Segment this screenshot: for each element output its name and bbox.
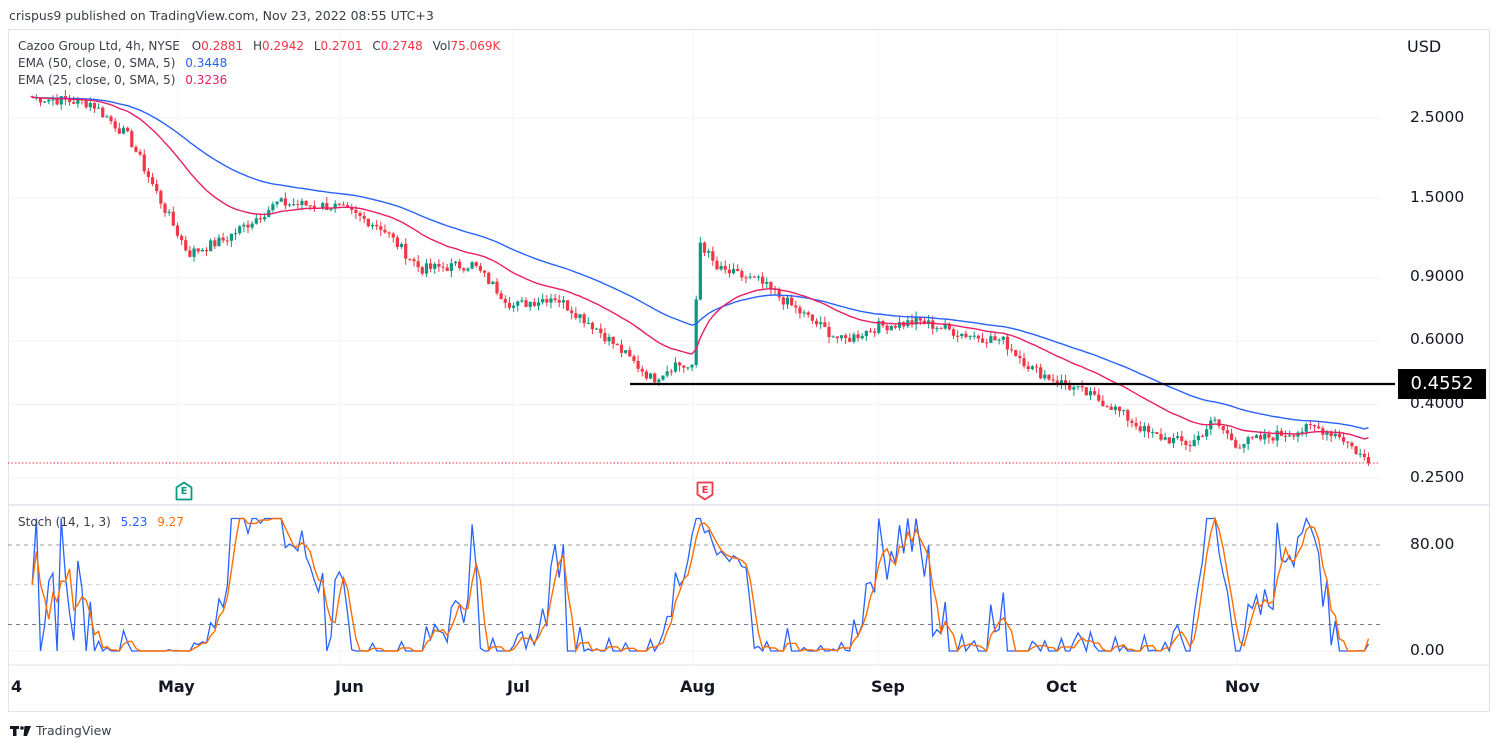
time-label: Jul bbox=[507, 677, 530, 696]
stoch-d-value: 9.27 bbox=[157, 515, 184, 529]
grid-lines bbox=[8, 30, 1380, 665]
ema25-value: 0.3236 bbox=[185, 73, 228, 87]
tradingview-logo-icon bbox=[10, 725, 31, 736]
stoch-bands bbox=[8, 544, 1380, 652]
high-value: 0.2942 bbox=[262, 39, 305, 53]
earnings-marker-icon[interactable]: E bbox=[175, 481, 193, 501]
published-line: crispus9 published on TradingView.com, N… bbox=[9, 8, 434, 23]
chart-frame bbox=[8, 29, 1490, 712]
symbol-legend: Cazoo Group Ltd, 4h, NYSE O0.2881 H0.294… bbox=[18, 39, 500, 53]
open-label: O bbox=[191, 39, 202, 53]
price-tick: 0.9000 bbox=[1410, 267, 1465, 285]
time-label: Jun bbox=[335, 677, 364, 696]
time-label: Sep bbox=[871, 677, 905, 696]
stoch-k-value: 5.23 bbox=[120, 515, 148, 529]
ema50-legend[interactable]: EMA (50, close, 0, SMA, 5) 0.3448 bbox=[18, 56, 227, 70]
tradingview-brand: TradingView bbox=[36, 723, 112, 738]
stoch-label: Stoch (14, 1, 3) bbox=[18, 515, 111, 529]
earnings-marker-icon[interactable]: E bbox=[696, 481, 714, 501]
price-tick: 0.2500 bbox=[1410, 468, 1465, 486]
ema50-label: EMA (50, close, 0, SMA, 5) bbox=[18, 56, 176, 70]
currency-label: USD bbox=[1407, 37, 1442, 56]
volume-label: Vol bbox=[432, 39, 451, 53]
earnings-shield-icon bbox=[696, 481, 714, 501]
stoch-k-line bbox=[31, 516, 1370, 654]
low-label: L bbox=[313, 39, 321, 53]
symbol-label: Cazoo Group Ltd, 4h, NYSE bbox=[18, 39, 180, 53]
time-label: Oct bbox=[1046, 677, 1077, 696]
earnings-marker-label: E bbox=[180, 486, 188, 497]
ema25-legend[interactable]: EMA (25, close, 0, SMA, 5) 0.3236 bbox=[18, 73, 227, 87]
stoch-tick: 0.00 bbox=[1410, 641, 1445, 659]
time-label: May bbox=[158, 677, 195, 696]
time-label: Nov bbox=[1225, 677, 1260, 696]
earnings-marker-label: E bbox=[701, 485, 709, 496]
time-label: 4 bbox=[11, 677, 23, 696]
ema50-value: 0.3448 bbox=[185, 56, 228, 70]
close-value: 0.2748 bbox=[380, 39, 423, 53]
tradingview-logo[interactable]: TradingView bbox=[10, 723, 112, 738]
ema25-line bbox=[32, 96, 1369, 440]
open-value: 0.2881 bbox=[201, 39, 244, 53]
earnings-house-icon bbox=[175, 481, 193, 501]
candlesticks bbox=[30, 89, 1371, 466]
volume-value: 75.069K bbox=[450, 39, 501, 53]
price-tick: 1.5000 bbox=[1410, 188, 1465, 206]
stoch-legend[interactable]: Stoch (14, 1, 3) 5.23 9.27 bbox=[18, 515, 184, 529]
ema50-line bbox=[32, 96, 1369, 430]
price-tick: 2.5000 bbox=[1410, 108, 1465, 126]
horizontal-line-price-tag[interactable]: 0.4552 bbox=[1398, 369, 1486, 399]
stoch-tick: 80.00 bbox=[1410, 535, 1455, 553]
price-tick: 0.6000 bbox=[1410, 330, 1465, 348]
ema25-label: EMA (25, close, 0, SMA, 5) bbox=[18, 73, 176, 87]
time-label: Aug bbox=[680, 677, 716, 696]
low-value: 0.2701 bbox=[320, 39, 363, 53]
close-label: C bbox=[372, 39, 381, 53]
stoch-d-line bbox=[31, 516, 1370, 654]
high-label: H bbox=[253, 39, 263, 53]
